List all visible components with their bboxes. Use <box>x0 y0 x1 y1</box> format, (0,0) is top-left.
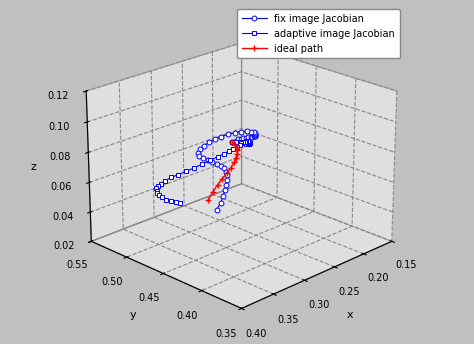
Legend: fix image Jacobian, adaptive image Jacobian, ideal path: fix image Jacobian, adaptive image Jacob… <box>237 9 400 58</box>
X-axis label: x: x <box>347 310 354 320</box>
Y-axis label: y: y <box>129 310 136 320</box>
